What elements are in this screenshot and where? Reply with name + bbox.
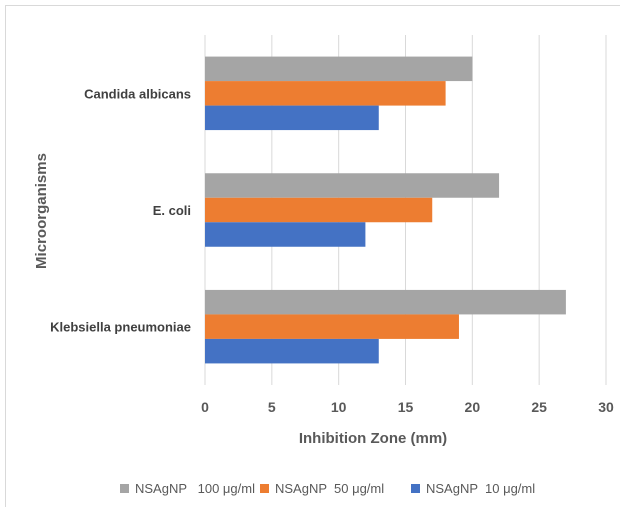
- bar: [205, 173, 500, 198]
- category-label: Klebsiella pneumoniae: [50, 320, 191, 335]
- legend-label: NSAgNP 10 μg/ml: [426, 481, 535, 496]
- x-axis-title: Inhibition Zone (mm): [299, 430, 447, 447]
- bar: [205, 81, 446, 106]
- legend-label: NSAgNP 50 μg/ml: [275, 481, 384, 496]
- x-tick-label: 5: [268, 399, 276, 415]
- x-tick-label: 0: [201, 399, 209, 415]
- legend: NSAgNP 100 μg/ml NSAgNP 50 μg/ml NSAgNP 10…: [120, 481, 535, 496]
- bar: [205, 105, 379, 131]
- x-tick-label: 25: [531, 399, 547, 415]
- bars: [205, 56, 566, 364]
- y-axis-title: Microorganisms: [33, 153, 50, 269]
- bar: [205, 197, 433, 223]
- category-label: E. coli: [153, 203, 191, 218]
- category-labels: Klebsiella pneumoniae E. coli Candida albi…: [50, 86, 191, 334]
- legend-swatch: [411, 484, 420, 493]
- legend-label: NSAgNP 100 μg/ml: [135, 481, 255, 496]
- legend-swatch: [260, 484, 269, 493]
- x-tick-labels: 0 5 10 15 20 25 30: [201, 399, 614, 415]
- bar: [205, 314, 459, 339]
- category-label: Candida albicans: [84, 86, 191, 101]
- x-tick-label: 15: [398, 399, 414, 415]
- x-tick-label: 10: [331, 399, 347, 415]
- bar: [205, 56, 473, 82]
- legend-swatch: [120, 484, 129, 493]
- x-tick-label: 20: [465, 399, 481, 415]
- bar: [205, 222, 366, 247]
- bar: [205, 338, 379, 364]
- x-tick-label: 30: [598, 399, 614, 415]
- bar: [205, 289, 566, 315]
